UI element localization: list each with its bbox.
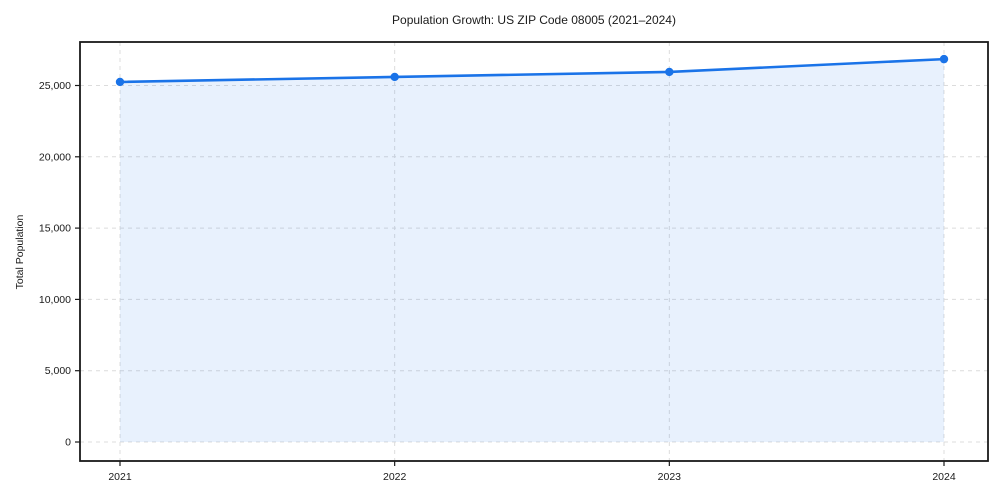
y-tick-label: 5,000 [45,365,71,377]
data-point-2021 [115,77,125,87]
x-tick-label: 2023 [658,471,682,483]
data-point-2024 [939,54,949,64]
x-tick-label: 2022 [383,471,407,483]
y-axis-label: Total Population [14,214,26,290]
x-tick-label: 2021 [108,471,132,483]
chart-title: Population Growth: US ZIP Code 08005 (20… [392,13,676,27]
plot-border [79,41,989,462]
trend-line [118,57,946,84]
y-tick-label: 0 [65,437,71,449]
y-tick-label: 25,000 [39,80,71,92]
y-tick-label: 10,000 [39,294,71,306]
x-tick-label: 2024 [932,471,956,483]
data-point-2022 [390,72,399,82]
y-tick-label: 20,000 [39,151,71,163]
data-point-2023 [665,67,674,77]
y-tick-label: 15,000 [39,223,71,235]
area-fill [120,59,944,443]
